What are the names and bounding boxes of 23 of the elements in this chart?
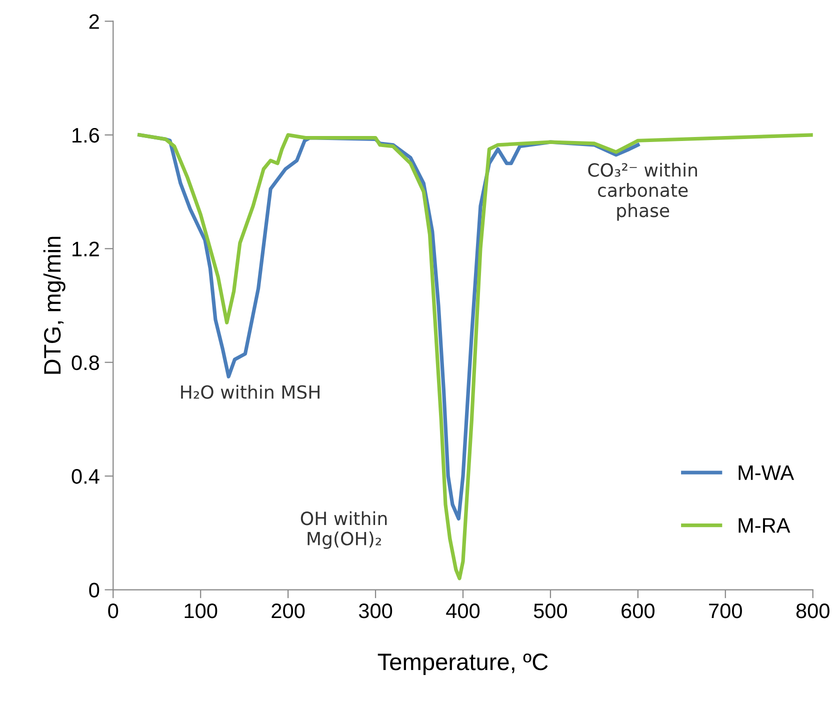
line-series [138,133,813,580]
x-tick-label: 200 [272,604,305,618]
x-tick-label: 700 [709,604,742,618]
y-tick-label: 2 [89,14,99,29]
x-tick-label: 300 [358,604,392,618]
y-axis-title: DTG, mg/min [43,236,66,374]
y-tick-label: 1.6 [72,128,100,143]
y-tick-label: 0 [89,582,100,598]
annotation: OH within Mg(OH)₂ [300,511,387,549]
x-tick-label: 800 [796,604,830,618]
x-tick-label: 0 [108,604,118,618]
y-tick-label: 1.2 [72,242,99,256]
x-tick-label: 500 [534,604,568,618]
x-tick-label: 600 [622,604,654,618]
y-tick-label: 0.8 [72,355,100,370]
x-tick-label: 400 [446,604,480,618]
x-tick-label: 100 [184,604,218,618]
x-axis-title: Temperature, ºC [378,654,548,675]
y-tick-label: 0.4 [72,469,100,484]
legend-label: M-RA [738,518,790,533]
legend-label: M-WA [738,465,794,480]
annotation: CO₃²⁻ within carbonate phase [588,162,697,221]
annotation: H₂O within MSH [181,384,320,399]
